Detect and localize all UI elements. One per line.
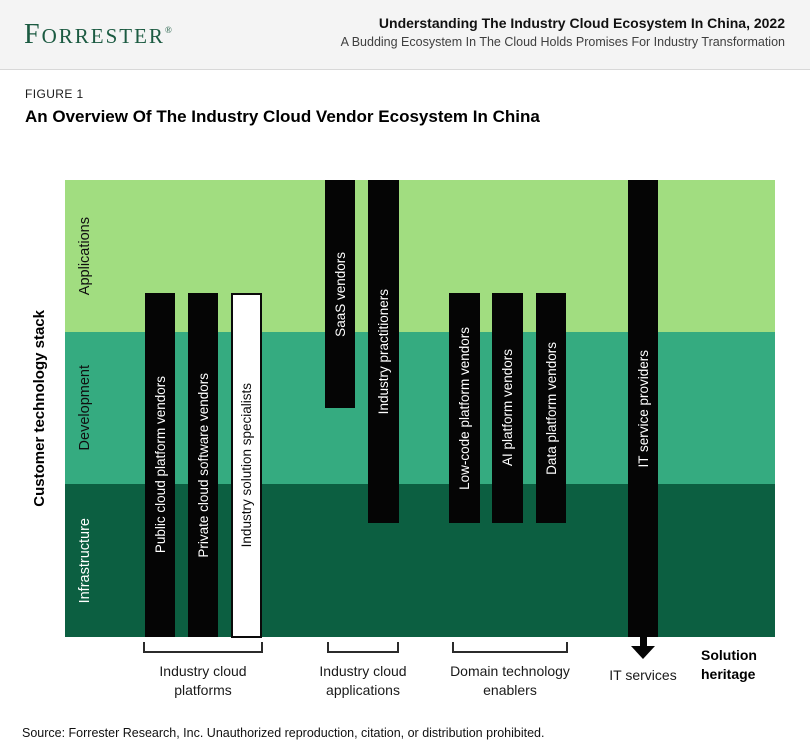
bracket-industry-cloud-applications	[327, 642, 399, 653]
figure-title: An Overview Of The Industry Cloud Vendor…	[25, 107, 540, 126]
bar-label: SaaS vendors	[332, 251, 348, 337]
bar-label: Private cloud software vendors	[195, 372, 211, 558]
group-label-industry-cloud-platforms: Industry cloud platforms	[123, 662, 283, 700]
band-label-text: Development	[77, 365, 93, 451]
group-label-line: Domain technology	[450, 663, 570, 679]
bracket-domain-technology-enablers	[452, 642, 568, 653]
solution-heritage-line: heritage	[701, 666, 756, 682]
group-label-line: Industry cloud	[319, 663, 407, 679]
bar-data-platform-vendors: Data platform vendors	[536, 293, 566, 523]
solution-heritage-label: Solution heritage	[701, 646, 757, 684]
group-label-it-services: IT services	[588, 666, 698, 685]
bar-saas-vendors: SaaS vendors	[325, 180, 355, 408]
bar-label: Low-code platform vendors	[457, 326, 472, 490]
solution-heritage-line: Solution	[701, 647, 757, 663]
bar-label: Data platform vendors	[543, 341, 559, 475]
report-header: FORRESTER® Understanding The Industry Cl…	[0, 0, 810, 70]
development-band-label: Development	[70, 332, 100, 484]
bar-low-code-platform-vendors: Low-code platform vendors	[449, 293, 480, 523]
group-label-line: applications	[326, 682, 400, 698]
bar-industry-practitioners: Industry practitioners	[368, 180, 399, 523]
group-label-line: enablers	[483, 682, 537, 698]
down-arrow-icon	[631, 646, 655, 659]
bar-label: AI platform vendors	[500, 349, 515, 467]
band-label-text: Infrastructure	[77, 517, 93, 604]
group-label-line: Industry cloud	[159, 663, 247, 679]
report-subtitle: A Budding Ecosystem In The Cloud Holds P…	[340, 35, 785, 49]
registered-mark: ®	[164, 25, 172, 35]
source-attribution: Source: Forrester Research, Inc. Unautho…	[22, 726, 545, 740]
report-title: Understanding The Industry Cloud Ecosyst…	[378, 15, 785, 31]
bar-label: Public cloud platform vendors	[152, 376, 168, 554]
applications-band-label: Applications	[70, 180, 100, 332]
header-titles: Understanding The Industry Cloud Ecosyst…	[341, 14, 785, 51]
bar-ai-platform-vendors: AI platform vendors	[492, 293, 523, 523]
logo-wordmark: ORRESTER	[41, 24, 165, 48]
bar-label: Industry solution specialists	[239, 383, 254, 548]
bar-industry-solution-specialists: Industry solution specialists	[231, 293, 262, 638]
infrastructure-band-label: Infrastructure	[70, 484, 100, 637]
group-label-industry-cloud-applications: Industry cloud applications	[283, 662, 443, 700]
group-label-domain-technology-enablers: Domain technology enablers	[425, 662, 595, 700]
group-label-line: platforms	[174, 682, 232, 698]
bar-private-cloud-software-vendors: Private cloud software vendors	[188, 293, 218, 637]
bracket-industry-cloud-platforms	[143, 642, 263, 653]
y-axis-title: Customer technology stack	[24, 180, 54, 637]
bar-label: Industry practitioners	[376, 288, 391, 415]
bar-it-service-providers: IT service providers	[628, 180, 658, 637]
forrester-logo: FORRESTER®	[24, 21, 172, 50]
bar-public-cloud-platform-vendors: Public cloud platform vendors	[145, 293, 175, 637]
bar-label: IT service providers	[635, 349, 651, 468]
figure-number: FIGURE 1	[25, 87, 84, 101]
y-axis-title-text: Customer technology stack	[30, 310, 48, 507]
logo-initial: F	[24, 19, 42, 50]
group-label-line: IT services	[609, 667, 677, 683]
band-label-text: Applications	[77, 216, 93, 296]
down-arrow-stem	[640, 636, 647, 647]
